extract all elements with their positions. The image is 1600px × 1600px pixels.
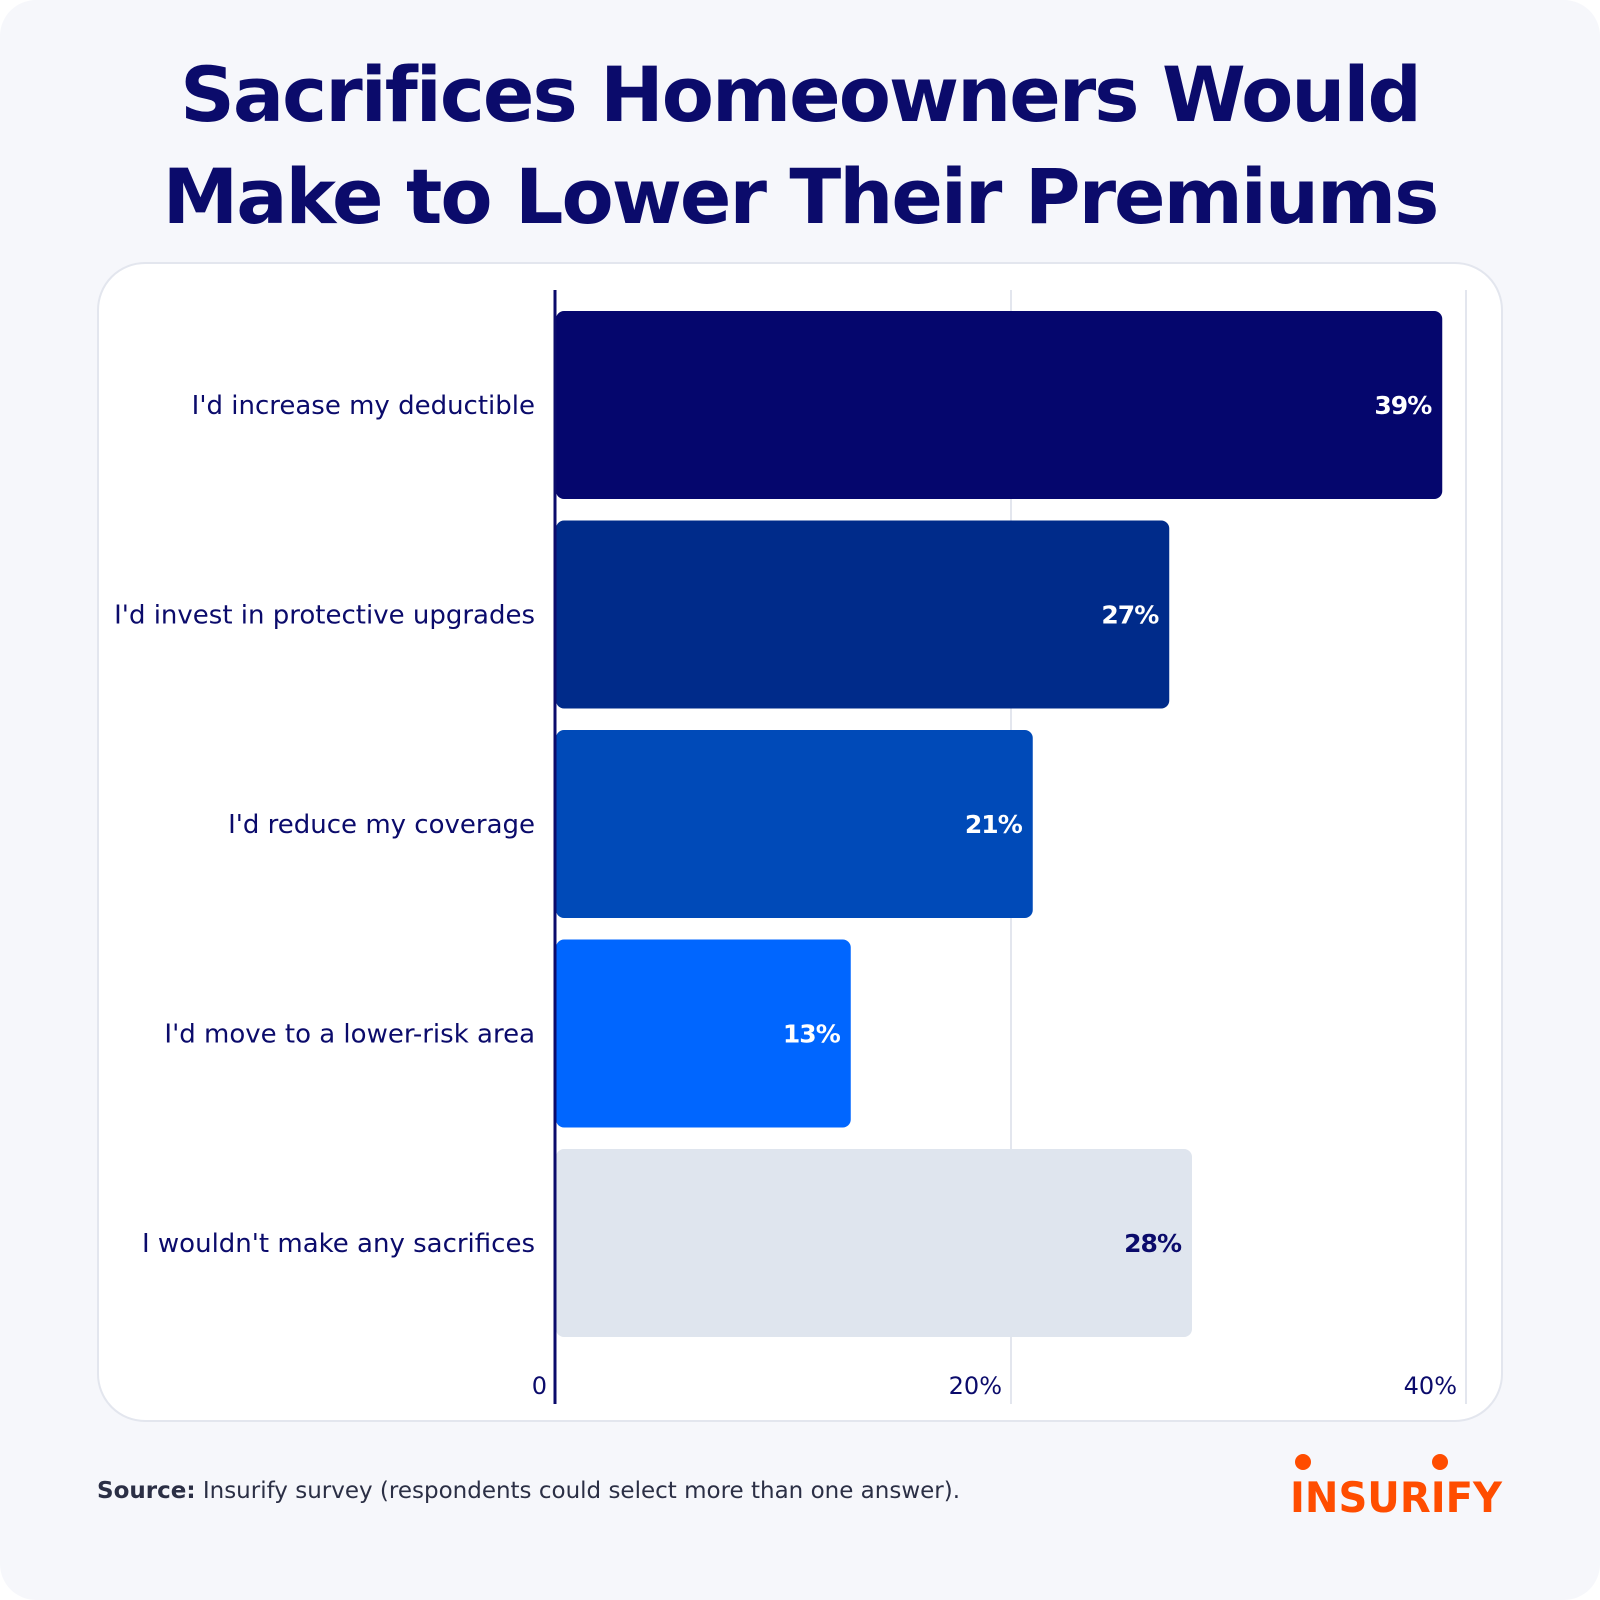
chart-title-line-2: Make to Lower Their Premiums	[162, 152, 1440, 241]
bar-value-label-1: 39%	[1374, 391, 1432, 420]
source-label: Source:	[97, 1478, 196, 1504]
bar-4	[556, 939, 851, 1128]
logo-dot-left	[1295, 1454, 1311, 1470]
bar-1	[556, 311, 1443, 499]
bar-2	[556, 520, 1170, 709]
insurify-logo: INSURIFY	[1290, 1454, 1503, 1520]
x-tick-label-2: 40%	[1404, 1372, 1457, 1400]
category-label-3: I'd reduce my coverage	[228, 810, 535, 840]
logo-dot-right	[1432, 1454, 1448, 1470]
chart-title: Sacrifices Homeowners Would Make to Lowe…	[0, 44, 1600, 248]
x-tick-label-0: 0	[532, 1372, 547, 1400]
category-label-4: I'd move to a lower-risk area	[164, 1020, 535, 1050]
bar-value-label-3: 21%	[965, 810, 1023, 839]
logo-wordmark: INSURIFY	[1290, 1473, 1503, 1520]
bar-5	[556, 1149, 1192, 1337]
category-label-2: I'd invest in protective upgrades	[114, 601, 535, 631]
x-tick-label-1: 20%	[949, 1372, 1002, 1400]
bar-3	[556, 730, 1033, 918]
chart-title-line-1: Sacrifices Homeowners Would	[180, 50, 1422, 139]
category-label-1: I'd increase my deductible	[192, 391, 535, 421]
bar-value-label-2: 27%	[1101, 601, 1159, 630]
bar-value-label-4: 13%	[783, 1020, 841, 1049]
source-text: Insurify survey (respondents could selec…	[202, 1478, 961, 1504]
category-label-5: I wouldn't make any sacrifices	[142, 1229, 535, 1259]
bar-value-label-5: 28%	[1124, 1229, 1182, 1258]
source-note: Source: Insurify survey (respondents cou…	[97, 1478, 960, 1504]
